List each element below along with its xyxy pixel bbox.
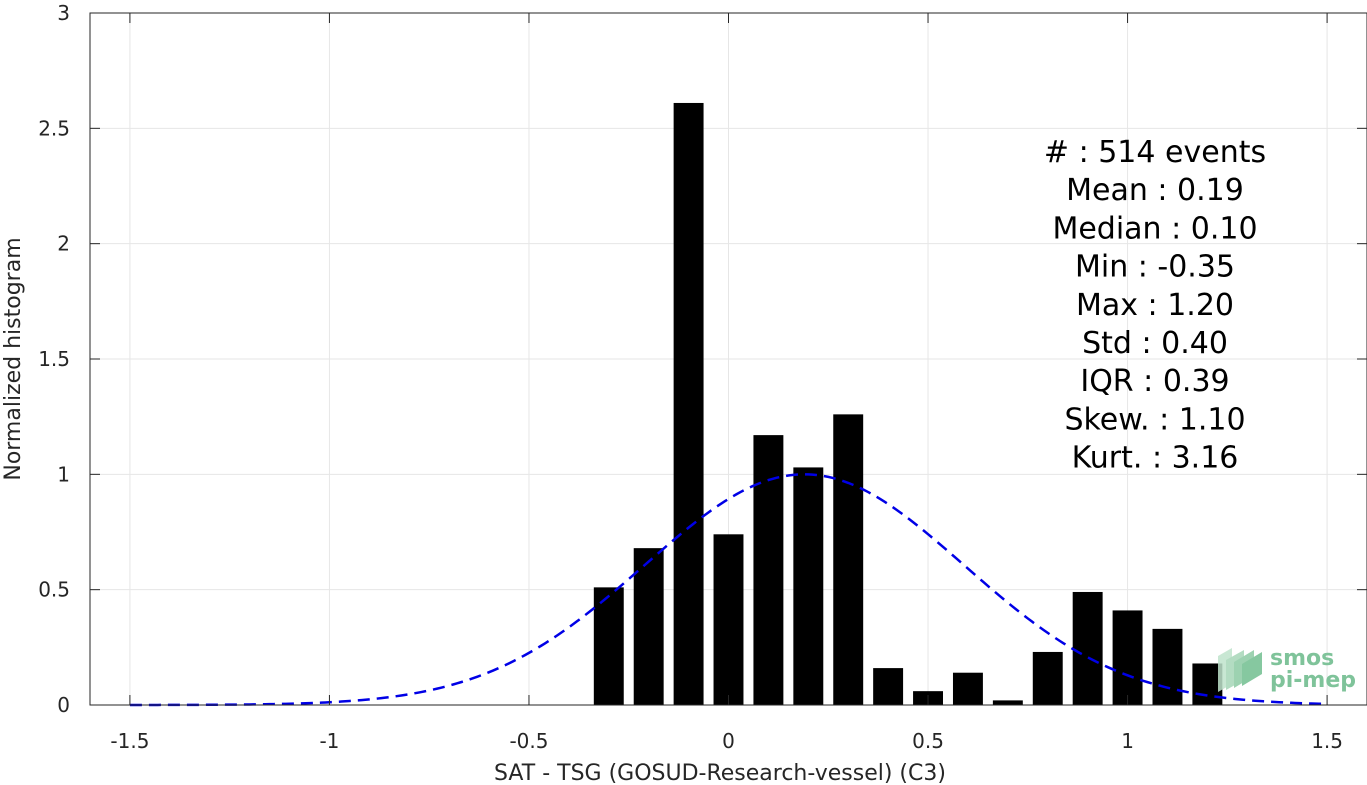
histogram-bar (1072, 591, 1103, 705)
y-tick-label: 1.5 (38, 347, 70, 371)
x-tick-label: -0.5 (509, 729, 548, 753)
stat-line: Std : 0.40 (1082, 326, 1228, 361)
y-tick-label: 1 (57, 462, 70, 486)
x-tick-label: 0 (722, 729, 735, 753)
stat-line: Skew. : 1.10 (1064, 402, 1245, 437)
y-axis-label: Normalized histogram (1, 237, 26, 480)
y-tick-labels: 0 0.5 1 1.5 2 2.5 3 (38, 1, 70, 717)
histogram-bar (793, 467, 824, 705)
y-tick-label: 2.5 (38, 116, 70, 140)
y-tick-label: 0.5 (38, 578, 70, 602)
histogram-bar (633, 548, 664, 705)
stat-line: # : 514 events (1044, 135, 1266, 170)
x-tick-label: -1 (319, 729, 339, 753)
histogram-bar (873, 668, 904, 705)
histogram-bar (1192, 663, 1223, 705)
stat-line: Min : -0.35 (1075, 250, 1235, 285)
smos-pi-mep-logo: smos pi-mep (1218, 646, 1356, 693)
y-tick-label: 0 (57, 693, 70, 717)
x-axis-label: SAT - TSG (GOSUD-Research-vessel) (C3) (494, 761, 946, 785)
x-tick-label: 1 (1121, 729, 1134, 753)
histogram-bar (1032, 651, 1063, 705)
stat-line: Mean : 0.19 (1066, 173, 1244, 208)
stat-line: Kurt. : 3.16 (1072, 441, 1239, 476)
y-tick-label: 3 (57, 1, 70, 25)
stat-line: IQR : 0.39 (1080, 364, 1229, 399)
x-tick-label: 0.5 (912, 729, 944, 753)
stat-line: Max : 1.20 (1076, 288, 1234, 323)
axis-ticks (90, 12, 1367, 706)
histogram-bar (713, 534, 744, 705)
y-tick-label: 2 (57, 232, 70, 256)
grid (90, 12, 1367, 705)
histogram-bar (593, 587, 624, 705)
histogram-bar (1152, 628, 1183, 705)
x-tick-labels: -1.5 -1 -0.5 0 0.5 1 1.5 (110, 729, 1343, 753)
x-tick-label: -1.5 (110, 729, 149, 753)
histogram-bar (992, 700, 1023, 705)
histogram-bar (1112, 610, 1143, 705)
logo-line-1: smos (1270, 646, 1334, 671)
bars (593, 102, 1223, 705)
histogram-bar (952, 672, 983, 705)
stat-line: Median : 0.10 (1052, 211, 1257, 246)
logo-mark-icon (1218, 648, 1262, 692)
logo-line-2: pi-mep (1270, 668, 1356, 693)
histogram-bar (673, 102, 704, 705)
histogram-bar (753, 435, 784, 705)
x-tick-label: 1.5 (1311, 729, 1343, 753)
histogram-bar (833, 414, 864, 705)
